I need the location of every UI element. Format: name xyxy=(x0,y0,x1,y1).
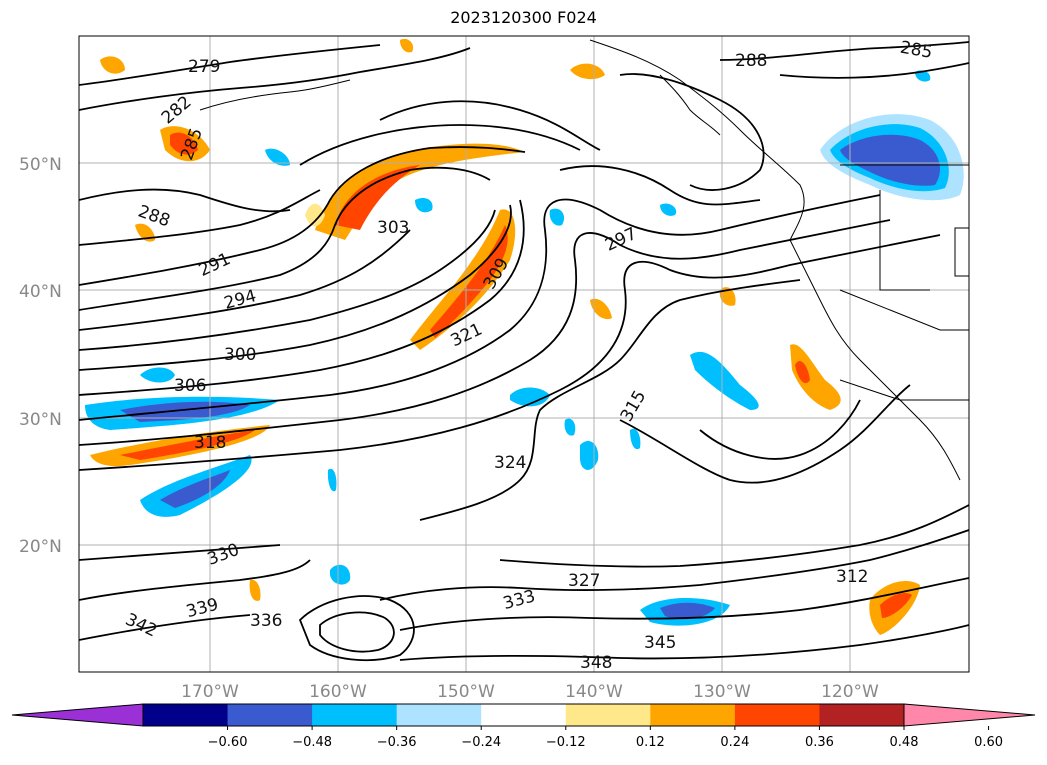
colorbar-tick-label: 0.36 xyxy=(805,735,834,750)
colorbar-frame xyxy=(142,703,905,727)
latitude-labels: 50°N 40°N 30°N 20°N xyxy=(19,155,62,557)
lat-label: 50°N xyxy=(19,155,62,175)
lon-label: 140°W xyxy=(565,682,623,702)
colorbar-cell xyxy=(481,704,567,726)
colorbar-tick-label: −0.60 xyxy=(208,735,248,750)
map-background xyxy=(79,36,969,672)
colorbar-extend-low xyxy=(11,703,144,727)
longitude-labels: 170°W 160°W 150°W 140°W 130°W 120°W xyxy=(181,682,879,702)
contour-label: 348 xyxy=(580,653,612,673)
colorbar-cell xyxy=(734,704,820,726)
contour-label: 279 xyxy=(188,57,220,77)
lat-label: 20°N xyxy=(19,537,62,557)
graticule-lines xyxy=(79,36,969,672)
colorbar-cell xyxy=(819,704,905,726)
colorbar-tick-label: 0.48 xyxy=(890,735,919,750)
lon-label: 130°W xyxy=(693,682,751,702)
colorbar-cell xyxy=(650,704,736,726)
colorbar: −0.60 −0.48 −0.36 −0.24 −0.12 0.12 0.24 0.36 0.4… xyxy=(11,703,1036,750)
colorbar-tick-label: 0.60 xyxy=(974,735,1003,750)
colorbar-cell xyxy=(396,704,482,726)
colorbar-cell xyxy=(227,704,313,726)
colorbar-cell xyxy=(143,704,229,726)
lon-label: 160°W xyxy=(309,682,367,702)
colorbar-tick-label: 0.24 xyxy=(720,735,749,750)
colorbar-extend-high xyxy=(903,703,1036,727)
lon-label: 120°W xyxy=(821,682,879,702)
contour-label: 303 xyxy=(377,218,409,238)
contour-label: 336 xyxy=(250,611,282,631)
colorbar-tick-label: −0.48 xyxy=(292,735,332,750)
colorbar-cell xyxy=(565,704,651,726)
map-frame xyxy=(78,35,970,673)
colorbar-tick-label: −0.24 xyxy=(461,735,501,750)
shaded-anomaly-regions xyxy=(85,38,964,635)
colorbar-cell xyxy=(312,704,398,726)
colorbar-tick-label: 0.12 xyxy=(636,735,665,750)
colorbar-tick-label: −0.12 xyxy=(546,735,586,750)
lon-label: 150°W xyxy=(437,682,495,702)
map-title: 2023120300 F024 xyxy=(450,8,597,27)
contour-label: 327 xyxy=(568,571,600,591)
contour-label: 288 xyxy=(735,51,767,71)
contour-label: 324 xyxy=(494,453,526,473)
lon-label: 170°W xyxy=(181,682,239,702)
contour-label: 345 xyxy=(644,633,676,653)
contour-label: 306 xyxy=(174,376,206,396)
colorbar-tick-label: −0.36 xyxy=(377,735,417,750)
lat-label: 30°N xyxy=(19,410,62,430)
contour-label: 300 xyxy=(224,345,256,365)
contour-label: 312 xyxy=(836,567,868,587)
lat-label: 40°N xyxy=(19,282,62,302)
contour-lines xyxy=(79,41,969,662)
contour-label: 318 xyxy=(194,433,226,453)
